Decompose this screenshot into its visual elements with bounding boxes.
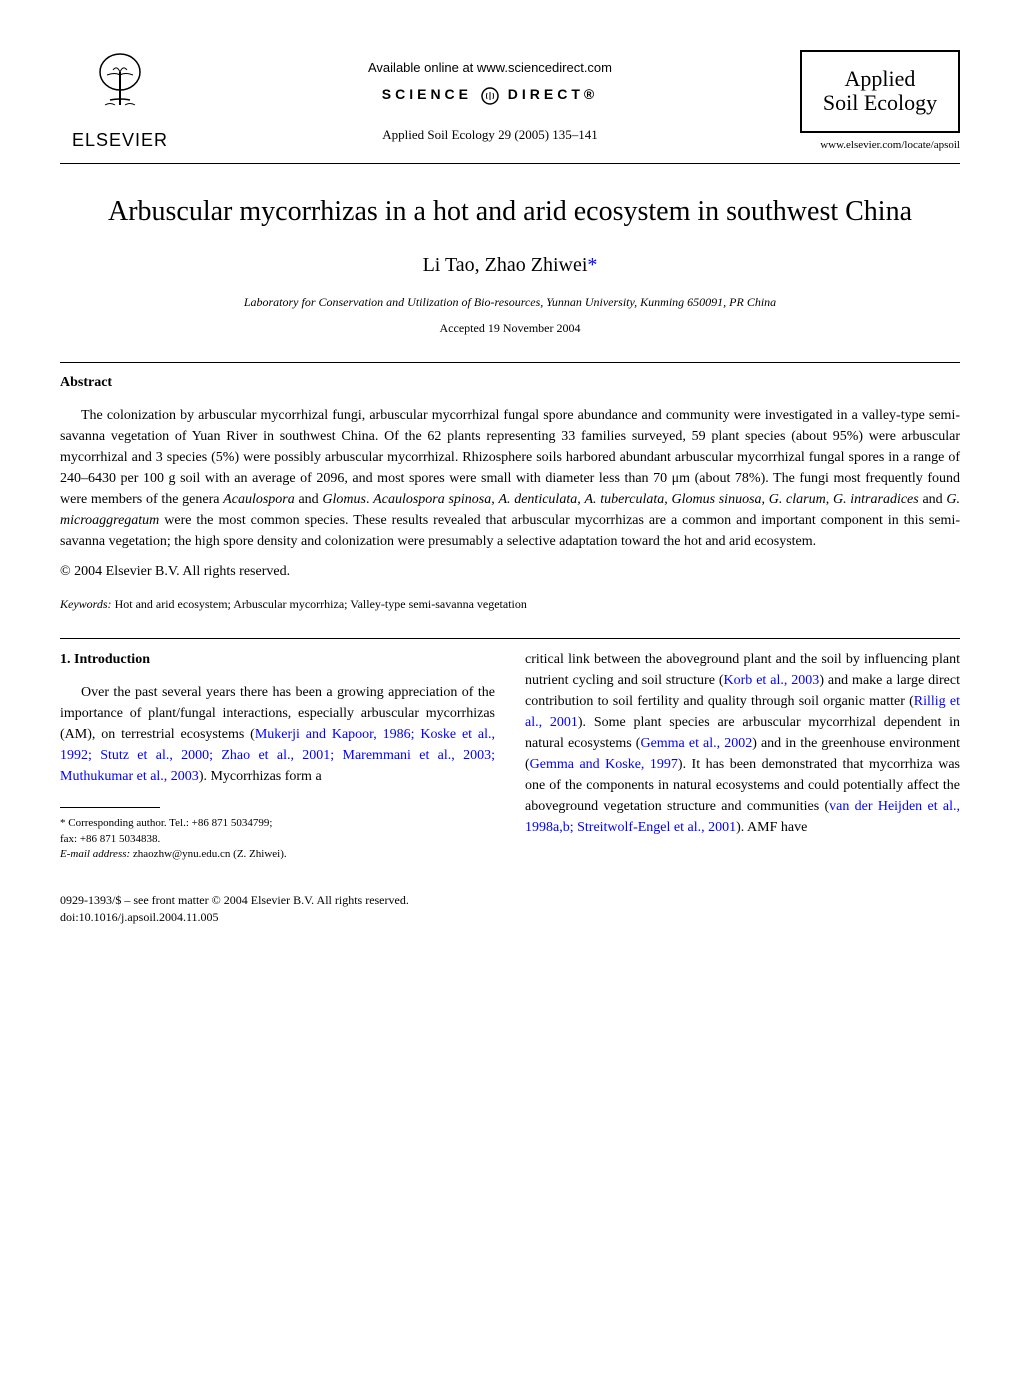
introduction-left-para: Over the past several years there has be… [60,682,495,787]
science-direct-text: SCIENCE [382,86,472,102]
available-online-text: Available online at www.sciencedirect.co… [180,59,800,77]
footnote-block: * Corresponding author. Tel.: +86 871 50… [60,816,495,862]
abstract-copyright: © 2004 Elsevier B.V. All rights reserved… [60,562,960,582]
footer-info: 0929-1393/$ – see front matter © 2004 El… [60,892,960,926]
journal-url: www.elsevier.com/locate/apsoil [800,138,960,153]
authors-names: Li Tao, Zhao Zhiwei [423,254,588,276]
footer-issn: 0929-1393/$ – see front matter © 2004 El… [60,892,960,909]
journal-title-line1: Applied [812,67,948,91]
introduction-heading: 1. Introduction [60,649,495,670]
left-column: 1. Introduction Over the past several ye… [60,649,495,862]
journal-name-box: Applied Soil Ecology [800,50,960,132]
journal-box-container: Applied Soil Ecology www.elsevier.com/lo… [800,50,960,153]
introduction-right-para: critical link between the aboveground pl… [525,649,960,838]
footnote-email-label: E-mail address: [60,848,130,860]
abstract-heading: Abstract [60,373,960,393]
abstract-body: The colonization by arbuscular mycorrhiz… [60,405,960,552]
affiliation: Laboratory for Conservation and Utilizat… [60,294,960,311]
footnote-email-value: zhaozhw@ynu.edu.cn (Z. Zhiwei). [130,848,286,860]
science-direct-logo: SCIENCE DIRECT® [180,85,800,105]
divider-top [60,163,960,164]
elsevier-tree-icon [60,50,180,128]
keywords-text: Hot and arid ecosystem; Arbuscular mycor… [112,597,527,611]
authors-line: Li Tao, Zhao Zhiwei* [60,251,960,279]
right-column: critical link between the aboveground pl… [525,649,960,862]
journal-title-line2: Soil Ecology [812,91,948,115]
footnote-fax: fax: +86 871 5034838. [60,832,495,847]
footnote-corresponding: * Corresponding author. Tel.: +86 871 50… [60,816,495,831]
center-header: Available online at www.sciencedirect.co… [180,59,800,144]
footer-doi: doi:10.1016/j.apsoil.2004.11.005 [60,909,960,926]
footnote-email-line: E-mail address: zhaozhw@ynu.edu.cn (Z. Z… [60,847,495,862]
corresponding-star: * [587,254,597,276]
elsevier-publisher-name: ELSEVIER [60,128,180,153]
keywords-line: Keywords: Hot and arid ecosystem; Arbusc… [60,596,960,613]
direct-text: DIRECT® [508,86,598,102]
header-row: ELSEVIER Available online at www.science… [60,50,960,153]
two-column-body: 1. Introduction Over the past several ye… [60,649,960,862]
divider-after-accepted [60,362,960,363]
keywords-label: Keywords: [60,597,112,611]
accepted-date: Accepted 19 November 2004 [60,320,960,337]
elsevier-logo: ELSEVIER [60,50,180,153]
footnote-separator [60,807,160,808]
divider-after-keywords [60,638,960,639]
article-title: Arbuscular mycorrhizas in a hot and arid… [60,194,960,230]
journal-citation: Applied Soil Ecology 29 (2005) 135–141 [180,126,800,144]
